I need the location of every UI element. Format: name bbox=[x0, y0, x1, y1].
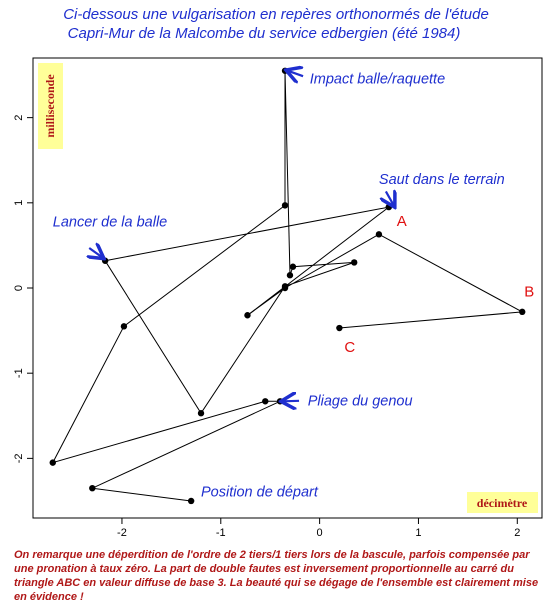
annotation-arrow bbox=[89, 248, 102, 257]
y-tick-label: 2 bbox=[13, 115, 25, 121]
data-point bbox=[281, 284, 289, 292]
vertex-label: B bbox=[524, 284, 534, 301]
y-axis-label-box bbox=[38, 63, 63, 149]
x-tick-label: 0 bbox=[317, 527, 323, 539]
data-point bbox=[336, 324, 343, 332]
chart-svg: -2 -1 0 1 2 -2 -1 0 1 2 Impact balle/raquette Saut… bbox=[13, 57, 543, 539]
data-point bbox=[120, 323, 128, 330]
annotation-label: Position de départ bbox=[201, 485, 319, 501]
data-point bbox=[89, 484, 96, 492]
annotation-label: Saut dans le terrain bbox=[379, 172, 505, 188]
vertex-label: C bbox=[344, 339, 355, 356]
y-axis-label: milliseconde bbox=[43, 74, 57, 138]
data-point bbox=[519, 308, 526, 316]
y-tick-label: -1 bbox=[13, 368, 25, 378]
data-point bbox=[262, 398, 269, 405]
annotation-arrow bbox=[288, 71, 304, 76]
data-point bbox=[289, 263, 297, 270]
annotation-label: Impact balle/raquette bbox=[310, 72, 445, 88]
data-point bbox=[286, 272, 294, 279]
data-point bbox=[351, 259, 358, 266]
data-point bbox=[385, 203, 393, 211]
data-point bbox=[375, 231, 383, 238]
x-axis-label-box bbox=[467, 492, 538, 513]
vertex-label: A bbox=[397, 213, 407, 230]
data-point bbox=[276, 398, 284, 405]
x-axis-label: décimètre bbox=[477, 496, 528, 510]
annotation-arrow bbox=[386, 191, 394, 205]
data-point bbox=[197, 410, 205, 417]
data-point bbox=[187, 497, 195, 505]
data-point bbox=[244, 312, 251, 319]
chart-title-line-2: Capri-Mur de la Malcombe du service edbe… bbox=[67, 25, 461, 42]
x-tick-label: 1 bbox=[415, 527, 421, 539]
data-point bbox=[101, 257, 109, 264]
footnote: On remarque une déperdition de l'ordre d… bbox=[14, 549, 539, 603]
data-point bbox=[49, 459, 56, 466]
y-tick-label: 1 bbox=[13, 200, 25, 206]
x-tick-label: -1 bbox=[216, 527, 226, 539]
x-tick-label: -2 bbox=[117, 527, 127, 539]
annotation-label: Pliage du genou bbox=[308, 394, 413, 410]
annotation-label: Lancer de la balle bbox=[53, 215, 167, 231]
y-tick-label: -2 bbox=[13, 453, 25, 463]
x-tick-label: 2 bbox=[514, 527, 520, 539]
y-tick-label: 0 bbox=[13, 285, 25, 291]
chart-title-line-1: Ci-dessous une vulgarisation en repères … bbox=[63, 6, 489, 23]
series-line bbox=[51, 70, 524, 502]
data-point bbox=[281, 67, 289, 74]
data-point bbox=[281, 202, 289, 209]
